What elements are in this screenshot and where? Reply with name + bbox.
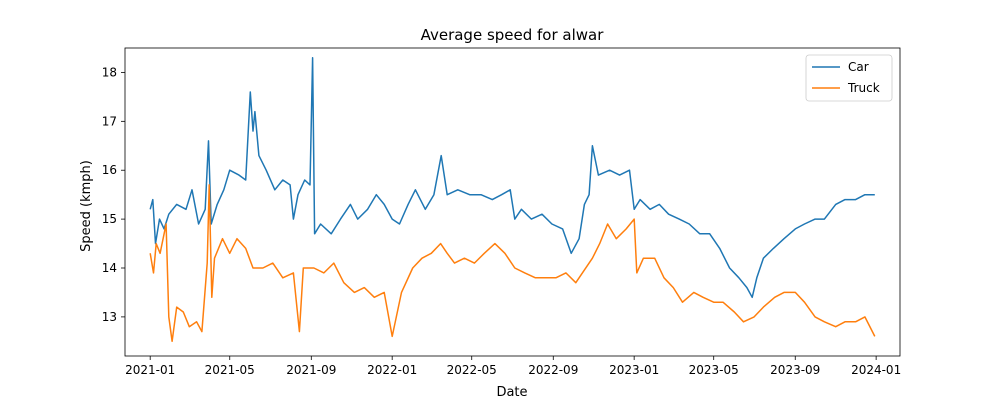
- x-tick-label: 2021-05: [205, 363, 255, 377]
- x-tick-label: 2021-09: [286, 363, 336, 377]
- x-tick-label: 2023-01: [609, 363, 659, 377]
- y-tick-label: 15: [102, 212, 117, 226]
- x-tick-label: 2023-05: [689, 363, 739, 377]
- x-tick-label: 2021-01: [125, 363, 175, 377]
- x-axis-label: Date: [496, 385, 527, 400]
- x-tick-label: 2024-01: [851, 363, 901, 377]
- legend-label-car: Car: [848, 60, 869, 74]
- y-tick-label: 13: [102, 310, 117, 324]
- x-tick-label: 2022-09: [528, 363, 578, 377]
- y-axis-label: Speed (kmph): [79, 160, 94, 252]
- y-tick-label: 17: [102, 114, 117, 128]
- series-line-truck: [149, 184, 876, 343]
- y-tick-label: 14: [102, 261, 117, 275]
- series-line-car: [149, 57, 875, 299]
- x-tick-label: 2022-01: [367, 363, 417, 377]
- chart-title: Average speed for alwar: [421, 26, 605, 44]
- plot-area: 2021-01 2021-05 2021-09 2022-01 2022-05 2022-…: [102, 47, 901, 377]
- x-tick-label: 2023-09: [770, 363, 820, 377]
- y-tick-label: 18: [102, 65, 117, 79]
- y-tick-label: 16: [102, 163, 117, 177]
- x-tick-label: 2022-05: [447, 363, 497, 377]
- plot-frame: [124, 47, 901, 357]
- legend-label-truck: Truck: [847, 81, 880, 95]
